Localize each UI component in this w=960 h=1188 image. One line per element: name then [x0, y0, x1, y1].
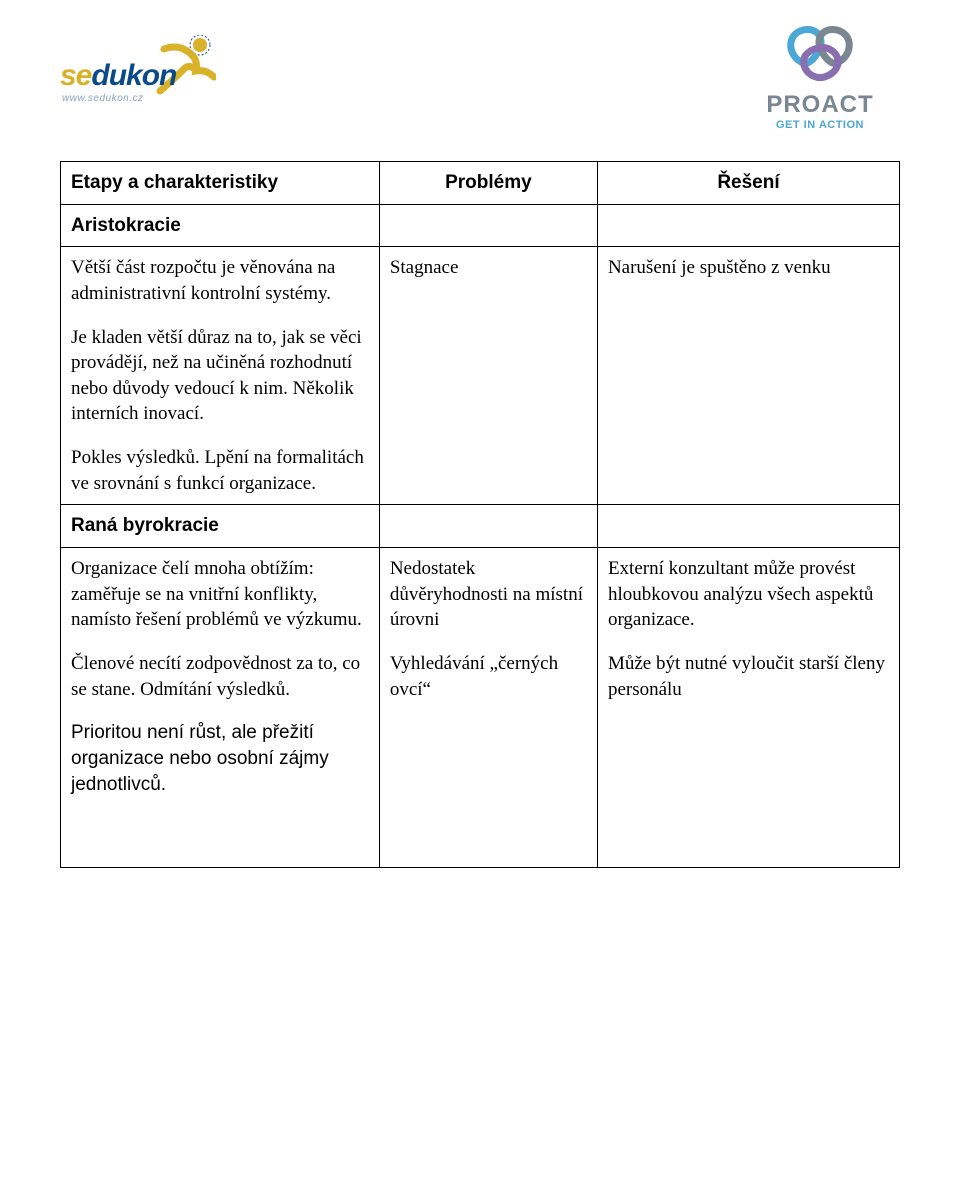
page: sedukon www.sedukon.cz PROACT GET IN ACT…	[0, 0, 960, 928]
section2-col1-p1: Organizace čelí mnoha obtížím: zaměřuje …	[71, 556, 369, 633]
section2-col1: Organizace čelí mnoha obtížím: zaměřuje …	[61, 548, 380, 868]
section1-col1-p2: Je kladen větší důraz na to, jak se věci…	[71, 325, 369, 428]
proact-name: PROACT	[740, 91, 900, 119]
section1-title-row: Aristokracie	[61, 204, 900, 247]
proact-tagline: GET IN ACTION	[740, 119, 900, 131]
section2-col3-p1: Externí konzultant může provést hloubkov…	[608, 556, 889, 633]
sedukon-part1: se	[60, 59, 91, 92]
section2-title-row: Raná byrokracie	[61, 505, 900, 548]
section2-col2: Nedostatek důvěryhodnosti na místní úrov…	[379, 548, 597, 868]
logo-row: sedukon www.sedukon.cz PROACT GET IN ACT…	[60, 20, 900, 141]
empty-cell	[597, 505, 899, 548]
header-col2: Problémy	[379, 162, 597, 205]
section2-col1-p2: Členové necítí zodpovědnost za to, co se…	[71, 651, 369, 702]
sedukon-part2: dukon	[91, 59, 176, 92]
proact-logo: PROACT GET IN ACTION	[740, 20, 900, 131]
section2-col2-p2: Vyhledávání „černých ovcí“	[390, 651, 587, 702]
sedukon-logo: sedukon www.sedukon.cz	[60, 41, 250, 111]
empty-cell	[379, 204, 597, 247]
section2-col1-p3: Prioritou není růst, ale přežití organiz…	[71, 720, 369, 797]
section2-body-row: Organizace čelí mnoha obtížím: zaměřuje …	[61, 548, 900, 868]
section2-title: Raná byrokracie	[61, 505, 380, 548]
section1-col2: Stagnace	[379, 247, 597, 505]
section2-col2-p1: Nedostatek důvěryhodnosti na místní úrov…	[390, 556, 587, 633]
section1-col1-p3: Pokles výsledků. Lpění na formalitách ve…	[71, 445, 369, 496]
section1-body-row: Větší část rozpočtu je věnována na admin…	[61, 247, 900, 505]
sedukon-wordmark: sedukon	[60, 59, 176, 93]
proact-knot-icon	[781, 20, 859, 82]
table-header-row: Etapy a charakteristiky Problémy Řešení	[61, 162, 900, 205]
header-col1: Etapy a charakteristiky	[61, 162, 380, 205]
section2-col3-p2: Může být nutné vyloučit starší členy per…	[608, 651, 889, 702]
section1-col3: Narušení je spuštěno z venku	[597, 247, 899, 505]
empty-cell	[379, 505, 597, 548]
section1-col1-p1: Větší část rozpočtu je věnována na admin…	[71, 255, 369, 306]
main-table: Etapy a charakteristiky Problémy Řešení …	[60, 161, 900, 868]
sedukon-url: www.sedukon.cz	[62, 93, 143, 104]
section1-title: Aristokracie	[61, 204, 380, 247]
section1-col1: Větší část rozpočtu je věnována na admin…	[61, 247, 380, 505]
header-col3: Řešení	[597, 162, 899, 205]
section2-col3: Externí konzultant může provést hloubkov…	[597, 548, 899, 868]
empty-cell	[597, 204, 899, 247]
